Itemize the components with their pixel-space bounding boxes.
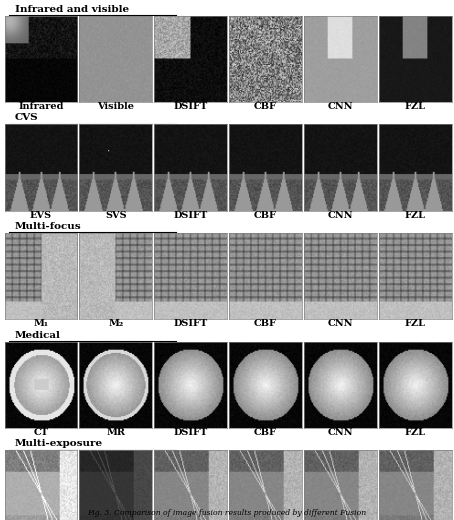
Text: DSIFT: DSIFT — [173, 211, 208, 220]
Text: DSIFT: DSIFT — [173, 319, 208, 329]
Text: FZL: FZL — [405, 102, 426, 111]
Text: FZL: FZL — [405, 211, 426, 220]
Text: Infrared: Infrared — [18, 102, 64, 111]
Text: MR: MR — [106, 428, 125, 437]
Text: CT: CT — [33, 428, 49, 437]
Text: CVS: CVS — [15, 113, 38, 122]
Text: CBF: CBF — [254, 319, 277, 329]
Text: EVS: EVS — [30, 211, 52, 220]
Text: M₂: M₂ — [108, 319, 123, 329]
Text: Multi-exposure: Multi-exposure — [15, 439, 103, 448]
Text: CBF: CBF — [254, 211, 277, 220]
Text: FZL: FZL — [405, 319, 426, 329]
Text: DSIFT: DSIFT — [173, 428, 208, 437]
Text: DSIFT: DSIFT — [173, 102, 208, 111]
Text: Medical: Medical — [15, 331, 60, 340]
Text: SVS: SVS — [105, 211, 127, 220]
Text: M₁: M₁ — [33, 319, 49, 329]
Text: FZL: FZL — [405, 428, 426, 437]
Text: Visible: Visible — [97, 102, 134, 111]
Text: CNN: CNN — [328, 211, 353, 220]
Text: Infrared and visible: Infrared and visible — [15, 5, 129, 14]
Text: CNN: CNN — [328, 428, 353, 437]
Text: Multi-focus: Multi-focus — [15, 222, 81, 231]
Text: CBF: CBF — [254, 102, 277, 111]
Text: CNN: CNN — [328, 102, 353, 111]
Text: Fig. 3. Comparison of image fusion results produced by different Fusion: Fig. 3. Comparison of image fusion resul… — [88, 510, 366, 517]
Text: CBF: CBF — [254, 428, 277, 437]
Text: CNN: CNN — [328, 319, 353, 329]
